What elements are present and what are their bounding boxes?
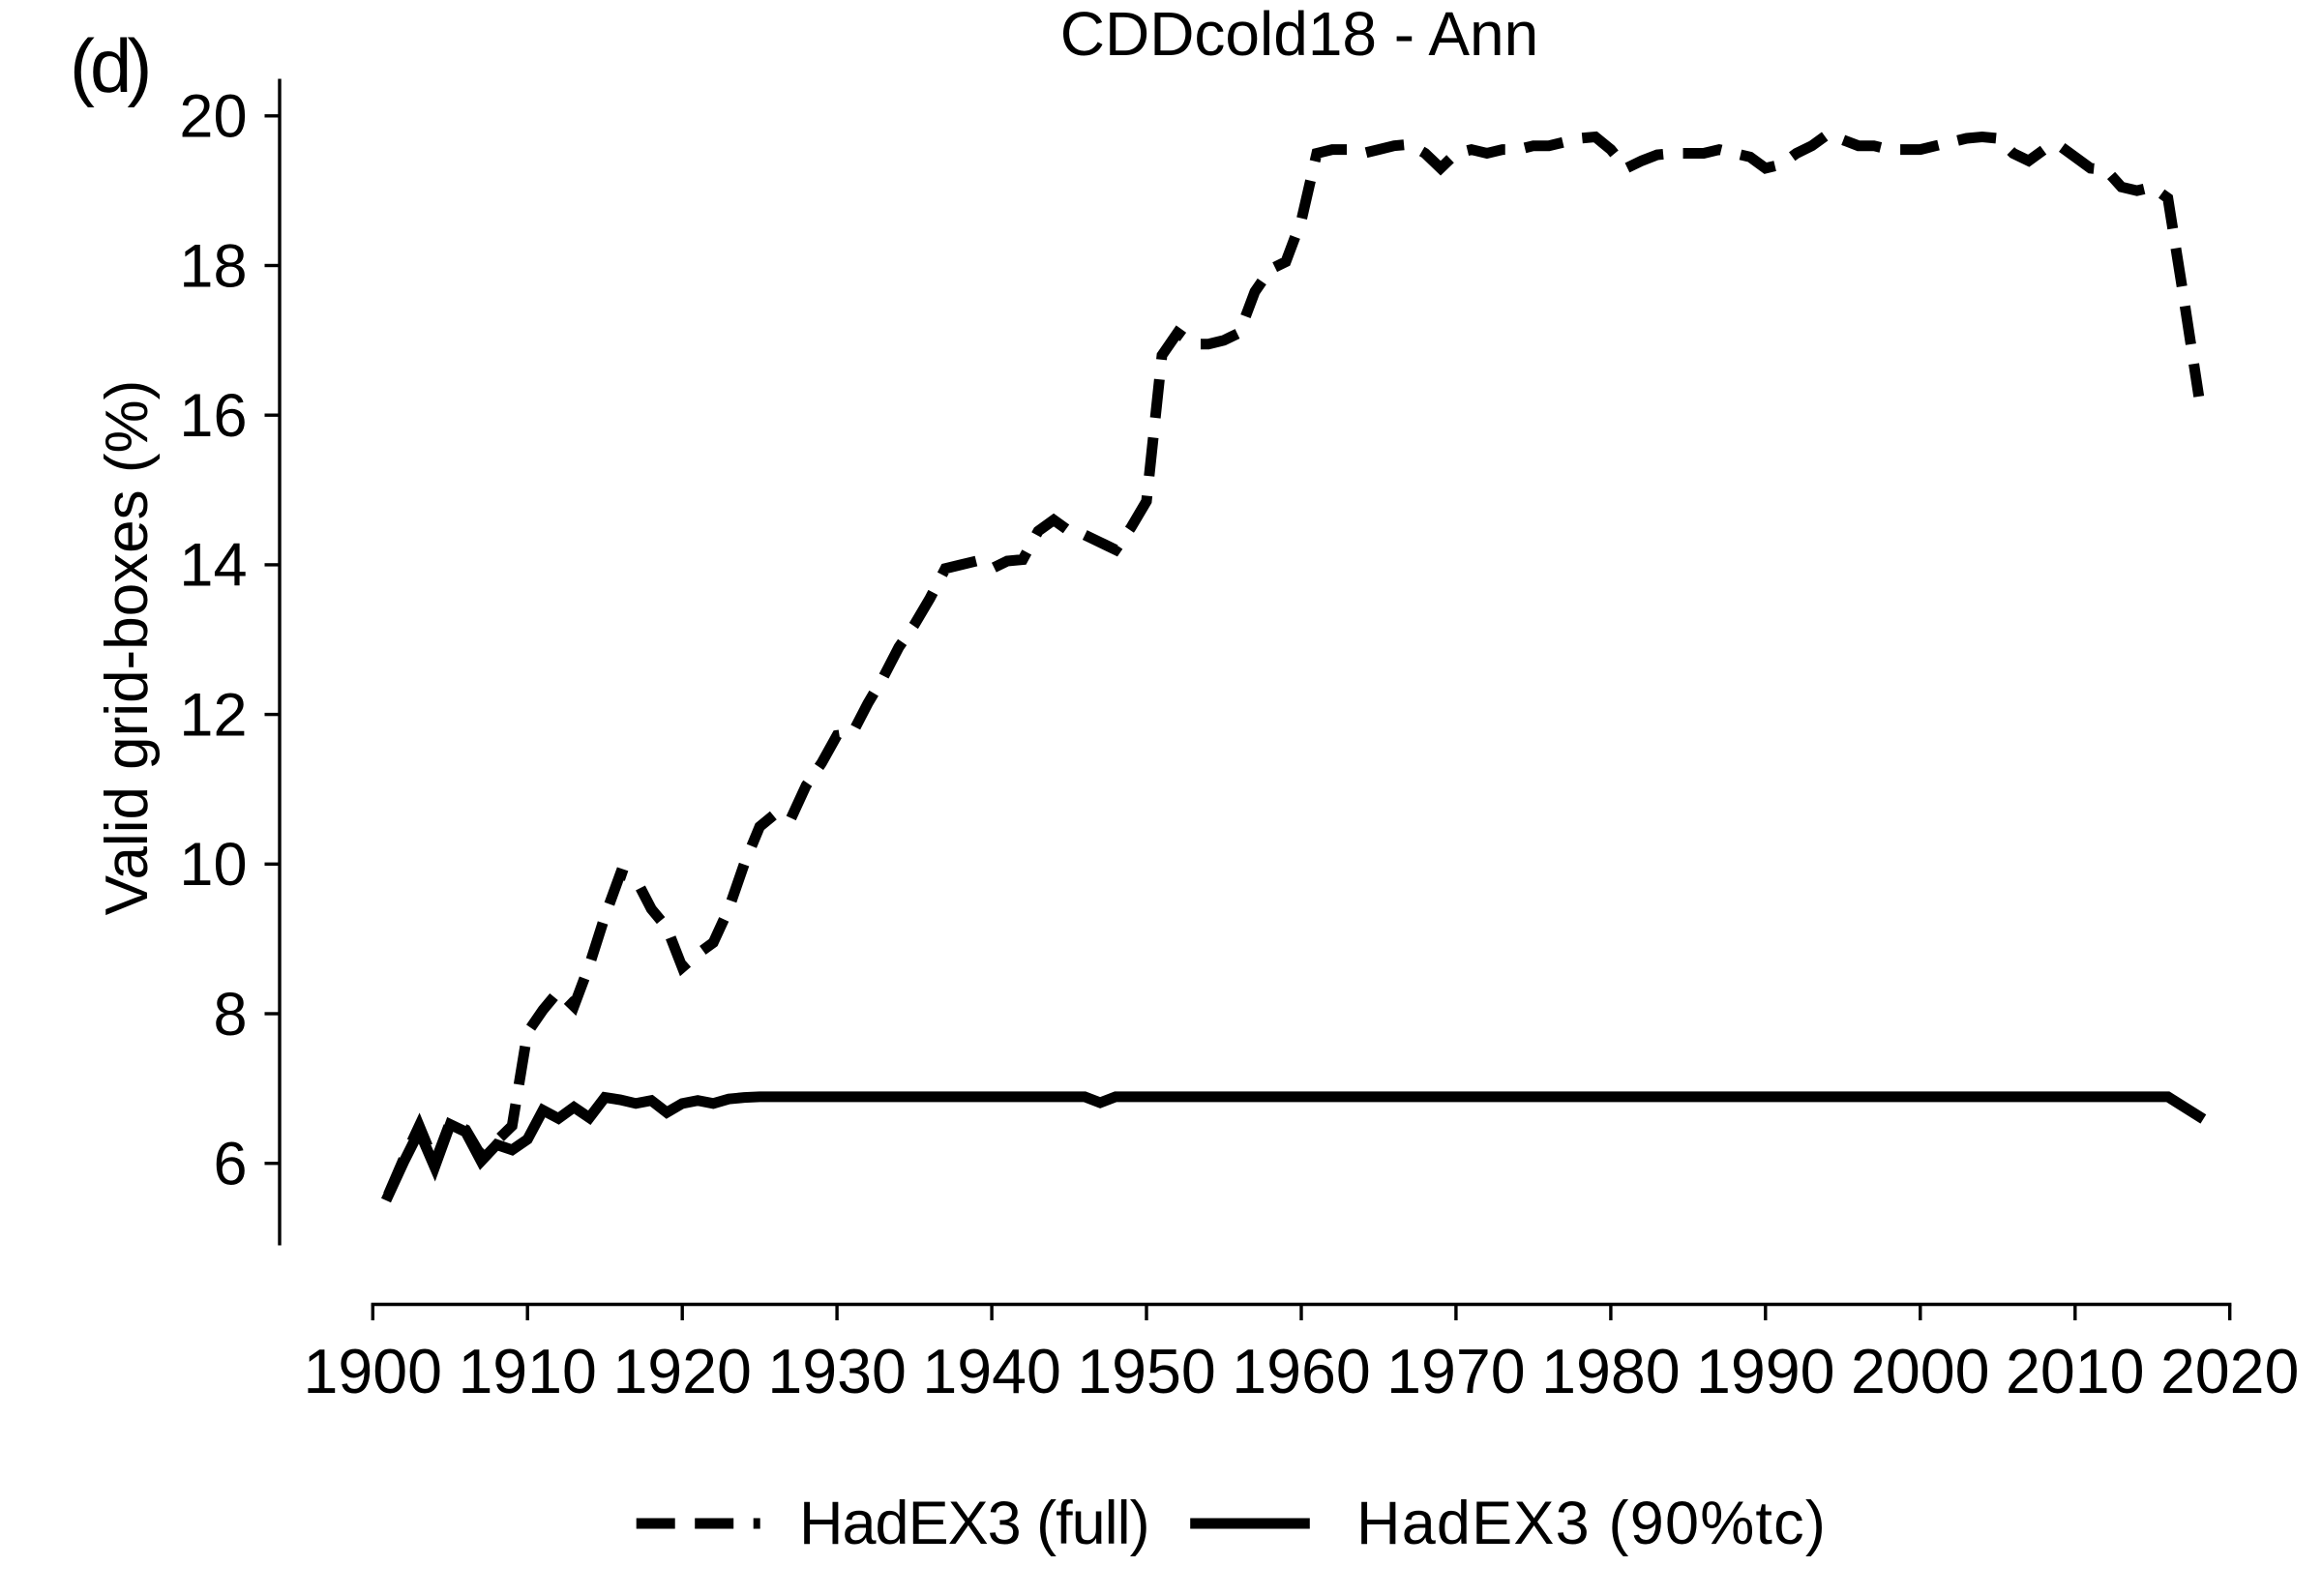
- svg-text:1980: 1980: [1541, 1337, 1681, 1406]
- svg-text:2000: 2000: [1851, 1337, 1990, 1406]
- svg-text:2010: 2010: [2006, 1337, 2145, 1406]
- svg-text:1950: 1950: [1077, 1337, 1216, 1406]
- svg-text:1940: 1940: [922, 1337, 1061, 1406]
- svg-text:(d): (d): [70, 23, 148, 108]
- svg-text:1970: 1970: [1386, 1337, 1526, 1406]
- svg-text:20: 20: [179, 83, 247, 151]
- svg-text:1910: 1910: [458, 1337, 597, 1406]
- svg-text:10: 10: [179, 831, 247, 899]
- svg-text:1960: 1960: [1232, 1337, 1371, 1406]
- svg-text:14: 14: [179, 532, 247, 600]
- svg-text:1900: 1900: [304, 1337, 443, 1406]
- svg-text:Valid grid-boxes (%): Valid grid-boxes (%): [94, 380, 161, 916]
- svg-text:6: 6: [213, 1131, 247, 1198]
- svg-text:HadEX3 (90%tc): HadEX3 (90%tc): [1356, 1490, 1827, 1557]
- svg-text:8: 8: [213, 981, 247, 1049]
- svg-text:1990: 1990: [1696, 1337, 1835, 1406]
- svg-text:2020: 2020: [2160, 1337, 2300, 1406]
- svg-text:HadEX3 (full): HadEX3 (full): [799, 1490, 1149, 1557]
- svg-text:CDDcold18 - Ann: CDDcold18 - Ann: [1060, 0, 1538, 69]
- svg-text:12: 12: [179, 681, 247, 749]
- svg-text:1930: 1930: [767, 1337, 907, 1406]
- svg-text:18: 18: [179, 232, 247, 300]
- svg-text:1920: 1920: [612, 1337, 752, 1406]
- svg-text:16: 16: [179, 382, 247, 450]
